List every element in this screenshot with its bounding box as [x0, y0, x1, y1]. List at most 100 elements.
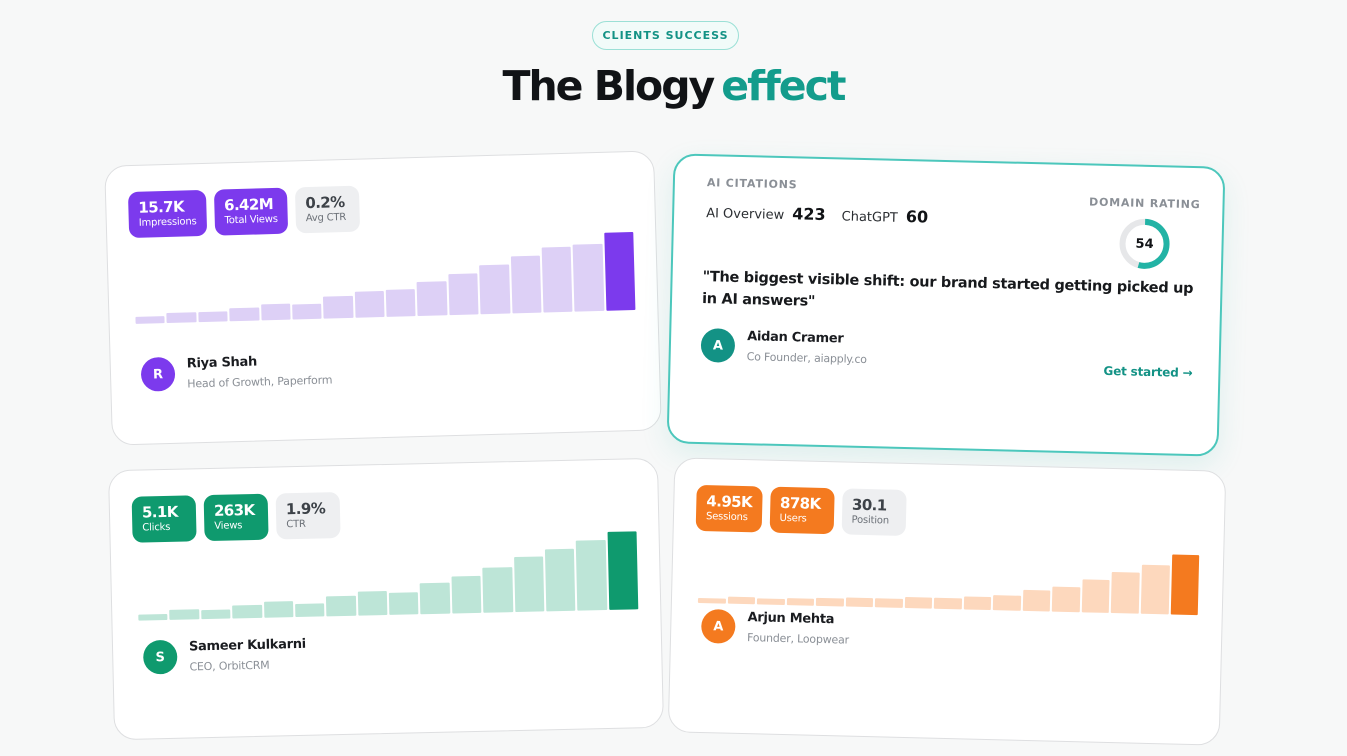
chart-bar [513, 556, 545, 613]
stat-chatgpt: ChatGPT 60 [841, 205, 929, 227]
chart-bar [135, 316, 165, 324]
chart-bar [232, 604, 262, 619]
avatar: A [700, 609, 736, 644]
chart-bar [756, 598, 785, 606]
chart-bar [416, 281, 448, 317]
stat-key: ChatGPT [841, 209, 899, 226]
author-role: CEO, OrbitCRM [189, 658, 270, 674]
chart-bar [388, 592, 419, 615]
author-name: Sameer Kulkarni [188, 636, 307, 655]
chart-bar [138, 613, 168, 621]
title-main: The Blogy [502, 62, 716, 110]
metric-label: Sessions [705, 511, 748, 524]
testimonial-card-riya: 15.7K Impressions 6.42M Total Views 0.2%… [104, 150, 662, 446]
metric-badge-position: 30.1 Position [841, 488, 907, 536]
metric-badges: 4.95K Sessions 878K Users 30.1 Position [695, 484, 907, 536]
metric-badge-users: 878K Users [769, 486, 835, 535]
chart-bar [603, 231, 636, 311]
chart-bar [1140, 564, 1170, 615]
metric-value: 6.42M [223, 195, 274, 215]
chart-bar [200, 609, 231, 620]
metric-badge-clicks: 5.1K Clicks [131, 495, 197, 543]
chart-bar [479, 264, 510, 315]
chart-bar [420, 582, 451, 615]
metric-badge-total-views: 6.42M Total Views [213, 187, 289, 236]
metric-label: Users [779, 512, 807, 525]
metric-label: Position [851, 514, 890, 527]
author: S Sameer Kulkarni CEO, OrbitCRM [142, 636, 307, 675]
chart-bar [323, 295, 354, 319]
chart-bar [166, 312, 197, 324]
metric-value: 5.1K [141, 502, 178, 522]
chart-bar [993, 595, 1022, 611]
chart-bar [169, 609, 200, 620]
avatar: S [142, 639, 178, 675]
chart-bar [607, 531, 639, 610]
metric-badge-avg-ctr: 0.2% Avg CTR [294, 185, 361, 234]
metric-label: Clicks [142, 521, 171, 534]
rating-ring-svg [1119, 218, 1170, 269]
chart-bar [904, 596, 933, 609]
metric-label: CTR [286, 518, 306, 531]
author-role: Founder, Loopwear [746, 631, 850, 647]
testimonial-card-arjun: 4.95K Sessions 878K Users 30.1 Position … [667, 457, 1227, 746]
metric-value: 1.9% [285, 499, 326, 519]
chart-bar [326, 595, 356, 617]
metric-value: 4.95K [706, 492, 753, 512]
ai-citation-stats: AI Overview 423 ChatGPT 60 [706, 202, 928, 226]
chart-bar [1111, 572, 1140, 614]
chart-bar [198, 311, 228, 323]
domain-rating-label: DOMAIN RATING [1088, 195, 1201, 212]
growth-bar-chart [137, 531, 639, 621]
testimonial-card-sameer: 5.1K Clicks 263K Views 1.9% CTR S Sameer… [108, 457, 664, 741]
chart-bar [1081, 579, 1111, 613]
growth-bar-chart [133, 231, 636, 324]
metric-label: Impressions [138, 216, 197, 229]
metric-value: 263K [213, 500, 255, 520]
metric-value: 0.2% [305, 193, 345, 213]
chart-bar [727, 596, 756, 605]
section-title: The Blogy effect [0, 62, 1347, 110]
chart-bar [544, 548, 576, 612]
chart-bar [1170, 554, 1200, 616]
stat-key: AI Overview [705, 206, 785, 224]
avatar: A [700, 328, 736, 363]
testimonial-card-aidan: AI CITATIONS AI Overview 423 ChatGPT 60 … [666, 153, 1226, 457]
chart-bar [786, 598, 815, 606]
chart-bar [448, 273, 479, 316]
title-accent: effect [721, 62, 846, 110]
chart-bar [697, 597, 726, 604]
ai-citations-label: AI CITATIONS [706, 176, 798, 192]
metric-label: Views [214, 520, 243, 532]
avatar: R [140, 356, 176, 392]
author-name: Arjun Mehta [747, 610, 835, 628]
get-started-link[interactable]: Get started → [1103, 363, 1193, 381]
chart-bar [572, 243, 605, 312]
author-role: Co Founder, aiapply.co [746, 350, 867, 367]
stat-value: 60 [905, 206, 929, 227]
chart-bar [385, 289, 416, 317]
chart-bar [575, 540, 607, 611]
metric-label: Total Views [224, 213, 278, 227]
section-pill: CLIENTS SUCCESS [592, 21, 739, 50]
author-name: Riya Shah [186, 354, 258, 372]
metric-value: 878K [779, 493, 821, 513]
domain-rating-ring: 54 [1117, 216, 1172, 271]
stat-ai-overview: AI Overview 423 [706, 202, 826, 224]
metric-badge-impressions: 15.7K Impressions [127, 189, 207, 239]
metric-badge-views: 263K Views [203, 493, 269, 542]
chart-bar [263, 601, 294, 618]
chart-bar [482, 567, 513, 613]
metric-label: Avg CTR [305, 212, 347, 225]
metric-badge-ctr: 1.9% CTR [275, 492, 341, 540]
author: R Riya Shah Head of Growth, Paperform [140, 352, 332, 392]
chart-bar [934, 597, 962, 610]
chart-bar [875, 598, 903, 608]
chart-bar [357, 590, 388, 616]
metric-badges: 15.7K Impressions 6.42M Total Views 0.2%… [127, 185, 361, 239]
author-name: Aidan Cramer [746, 329, 844, 347]
testimonial-quote: "The biggest visible shift: our brand st… [701, 269, 1194, 310]
domain-rating-value: 54 [1135, 236, 1154, 252]
chart-bar [510, 255, 542, 314]
growth-bar-chart [697, 543, 1200, 616]
